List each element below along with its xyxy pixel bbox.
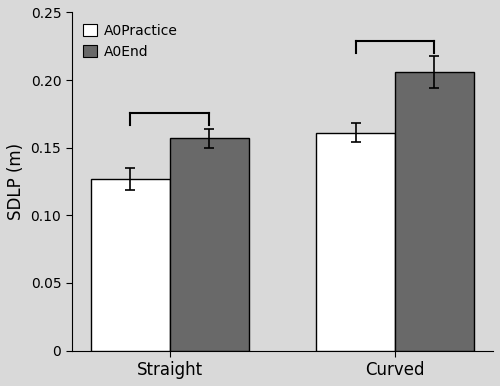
Bar — [316, 133, 395, 350]
Legend: A0Practice, A0End: A0Practice, A0End — [78, 19, 182, 63]
Bar — [91, 179, 170, 350]
Bar — [170, 138, 248, 350]
Y-axis label: SDLP (m): SDLP (m) — [7, 143, 25, 220]
Bar — [395, 72, 474, 350]
